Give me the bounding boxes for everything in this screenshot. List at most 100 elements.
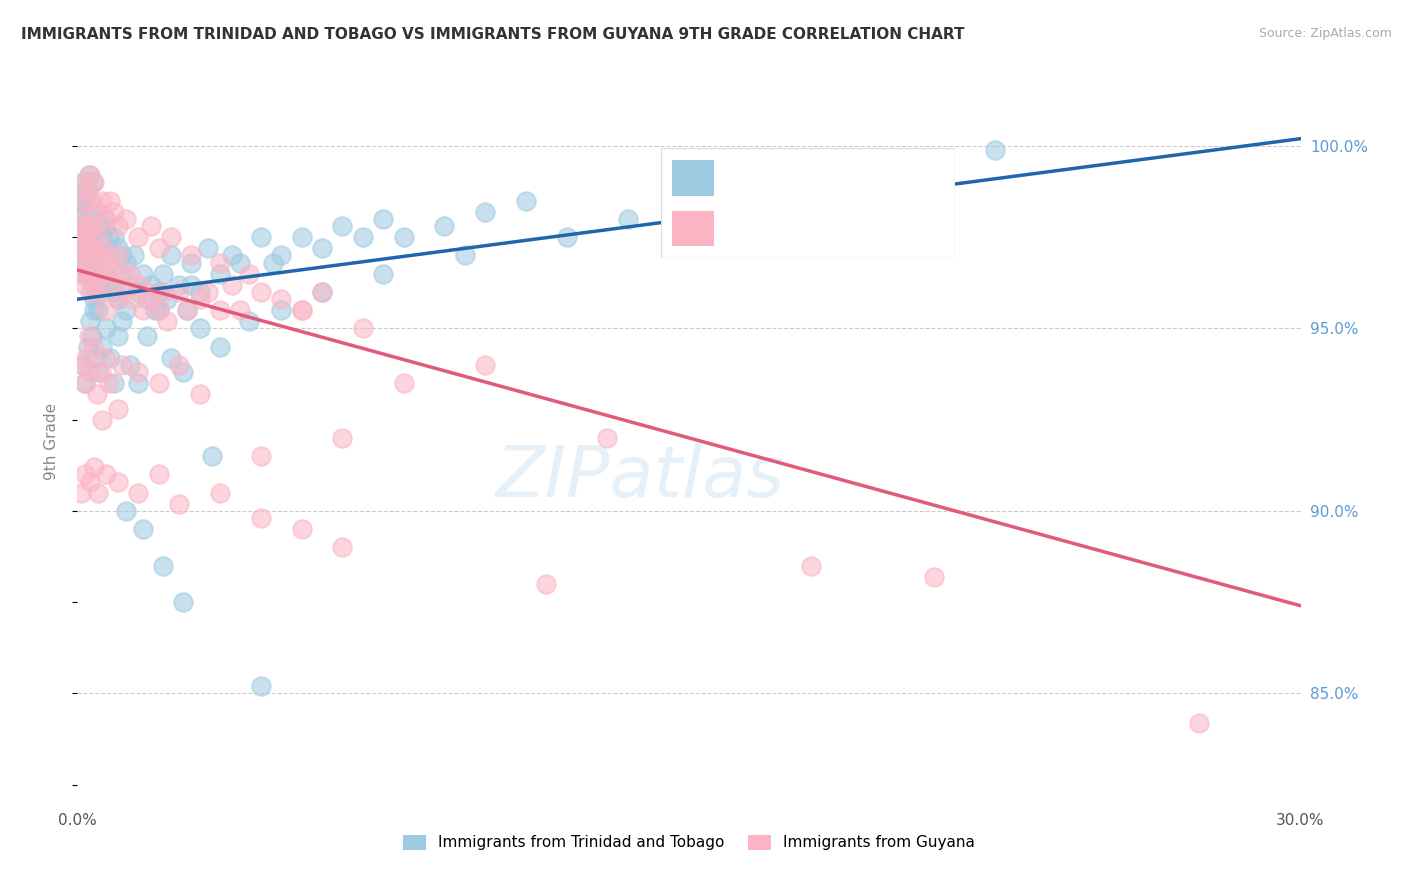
Text: N =: N = xyxy=(844,221,877,236)
Point xyxy=(87,204,110,219)
Point xyxy=(107,401,129,416)
Point xyxy=(90,241,112,255)
Point xyxy=(84,267,107,281)
Point xyxy=(311,285,333,299)
Point xyxy=(111,358,134,372)
Point xyxy=(922,569,945,583)
Point xyxy=(208,303,231,318)
Point xyxy=(90,219,112,234)
Point xyxy=(143,303,166,318)
Point xyxy=(201,449,224,463)
Point xyxy=(124,248,146,262)
Point xyxy=(103,285,125,299)
Point xyxy=(79,230,101,244)
Point xyxy=(115,303,138,318)
Point xyxy=(79,365,101,379)
Point xyxy=(152,558,174,573)
Point xyxy=(70,230,93,244)
Point xyxy=(86,204,108,219)
Point xyxy=(94,303,117,318)
Point xyxy=(238,314,260,328)
Point xyxy=(172,365,194,379)
Point xyxy=(148,376,170,391)
Point xyxy=(433,219,456,234)
Point xyxy=(90,241,112,255)
Text: N =: N = xyxy=(844,170,877,186)
Text: 0.246: 0.246 xyxy=(769,170,813,186)
Point xyxy=(111,248,134,262)
Text: 115: 115 xyxy=(887,221,917,236)
Point xyxy=(115,256,138,270)
Point xyxy=(70,211,93,226)
Point xyxy=(83,267,105,281)
Point xyxy=(98,351,121,365)
Point xyxy=(332,431,354,445)
Point xyxy=(83,303,105,318)
Point xyxy=(148,285,170,299)
Point xyxy=(188,285,211,299)
Point xyxy=(139,219,162,234)
Point xyxy=(107,292,129,306)
Point xyxy=(72,176,94,190)
Point xyxy=(250,230,273,244)
Point xyxy=(80,328,103,343)
Point xyxy=(311,241,333,255)
Point xyxy=(70,211,93,226)
Point xyxy=(82,340,104,354)
Point xyxy=(250,449,273,463)
Point xyxy=(180,256,202,270)
Point xyxy=(270,248,292,262)
Point xyxy=(72,219,94,234)
Point xyxy=(290,303,312,318)
Point xyxy=(76,248,98,262)
Point xyxy=(70,267,93,281)
Point xyxy=(87,248,110,262)
Bar xyxy=(672,161,714,195)
Point xyxy=(79,211,101,226)
Point xyxy=(87,285,110,299)
Point xyxy=(208,485,231,500)
Point xyxy=(98,194,121,208)
Point xyxy=(148,303,170,318)
Point xyxy=(197,285,219,299)
Point xyxy=(98,248,121,262)
Point xyxy=(515,194,537,208)
Text: R =: R = xyxy=(723,170,755,186)
Point xyxy=(86,387,108,401)
Point xyxy=(75,256,97,270)
Point xyxy=(75,277,97,292)
Point xyxy=(94,351,117,365)
Point xyxy=(127,230,149,244)
Point xyxy=(188,387,211,401)
Point xyxy=(111,267,134,281)
Point xyxy=(208,267,231,281)
Point xyxy=(98,248,121,262)
Point xyxy=(474,358,496,372)
Text: Source: ZipAtlas.com: Source: ZipAtlas.com xyxy=(1258,27,1392,40)
Point xyxy=(94,267,117,281)
Point xyxy=(115,504,138,518)
Point xyxy=(73,376,96,391)
Point xyxy=(131,303,153,318)
Point xyxy=(80,194,103,208)
Point xyxy=(115,211,138,226)
Point xyxy=(103,376,125,391)
Point xyxy=(120,358,142,372)
Point xyxy=(76,248,98,262)
Point xyxy=(352,230,374,244)
Point xyxy=(103,204,125,219)
Y-axis label: 9th Grade: 9th Grade xyxy=(44,403,59,480)
Point xyxy=(77,168,100,182)
Point xyxy=(290,303,312,318)
Point xyxy=(176,303,198,318)
Point xyxy=(70,194,93,208)
Point xyxy=(197,241,219,255)
Point xyxy=(83,248,105,262)
Point xyxy=(120,267,142,281)
Point xyxy=(76,267,98,281)
Point xyxy=(84,277,107,292)
Point xyxy=(120,277,142,292)
Point xyxy=(75,241,97,255)
Point xyxy=(127,277,149,292)
Point xyxy=(90,340,112,354)
